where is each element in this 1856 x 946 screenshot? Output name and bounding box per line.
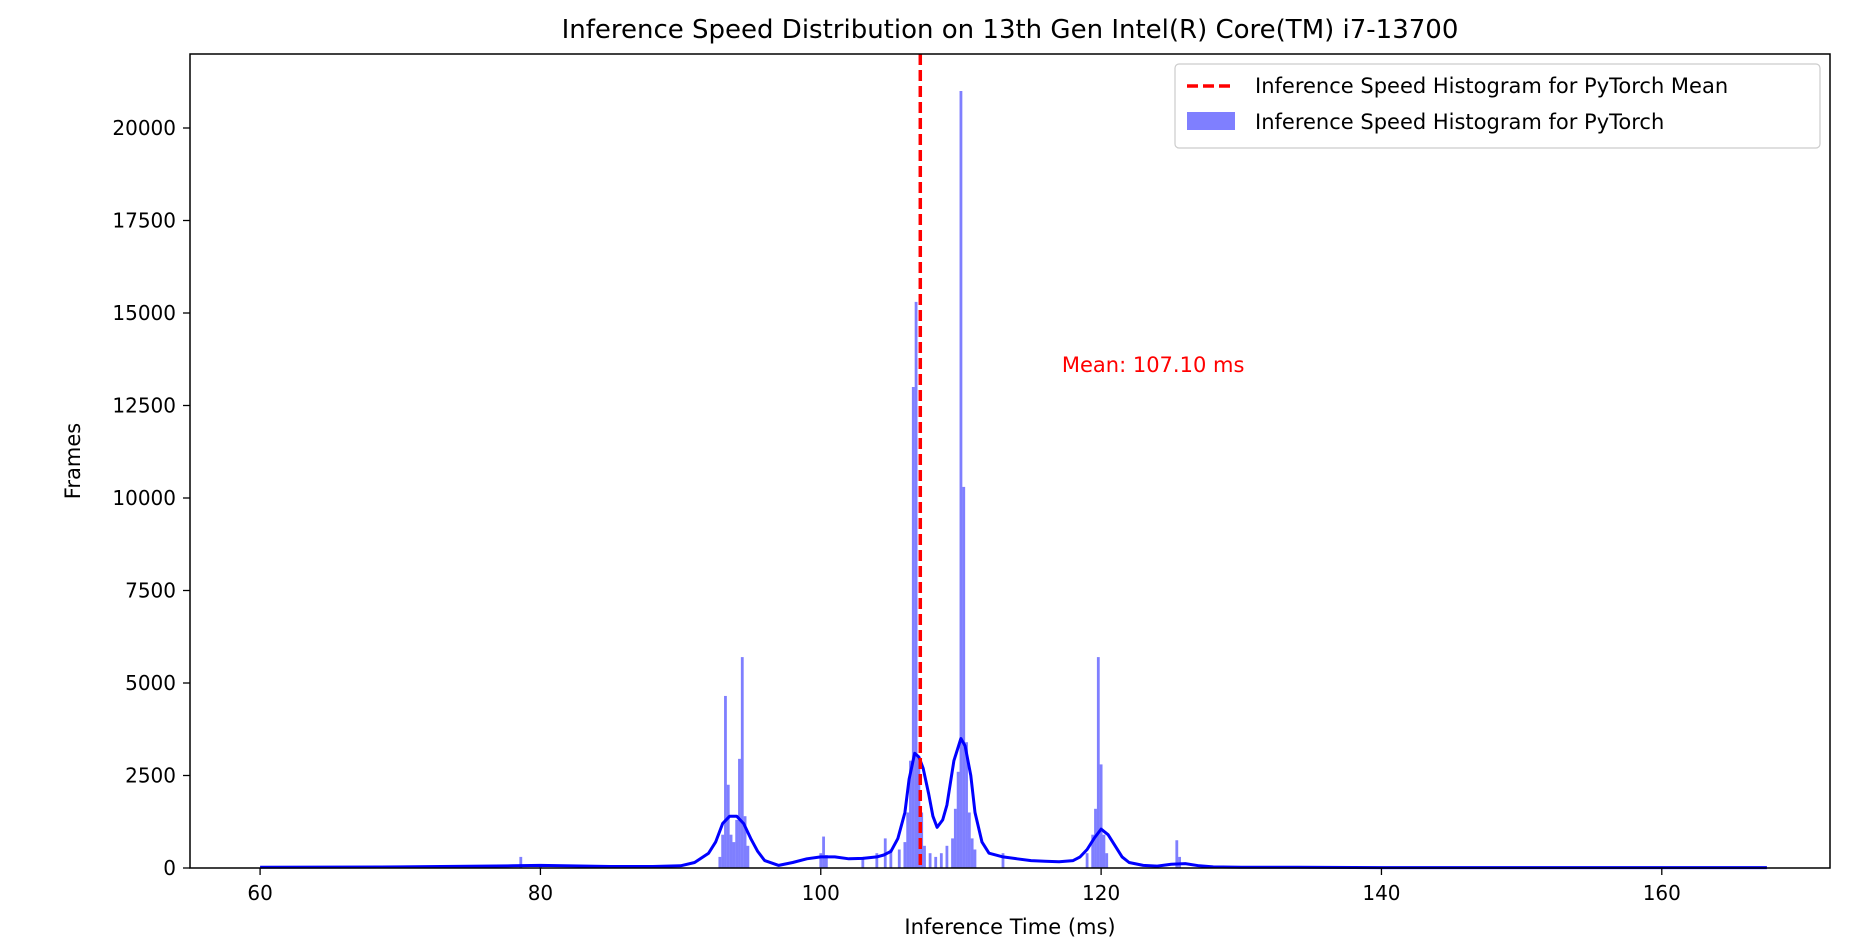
histogram-bar bbox=[909, 760, 912, 868]
histogram-bar bbox=[939, 853, 943, 868]
histogram-bar bbox=[962, 486, 966, 868]
x-tick-label: 60 bbox=[247, 881, 272, 905]
x-tick-label: 140 bbox=[1362, 881, 1400, 905]
histogram-bar bbox=[729, 834, 733, 868]
y-tick-label: 7500 bbox=[125, 579, 176, 603]
y-tick-label: 17500 bbox=[112, 209, 176, 233]
histogram-bar bbox=[1096, 657, 1100, 868]
histogram-bar bbox=[959, 91, 963, 868]
histogram-bar bbox=[1085, 853, 1089, 868]
y-tick-label: 20000 bbox=[112, 116, 176, 140]
histogram-bar bbox=[1099, 764, 1103, 868]
histogram-bar bbox=[914, 301, 918, 868]
x-axis-ticks: 60 80 100 120 140 160 bbox=[247, 868, 1681, 905]
histogram-bar bbox=[911, 387, 915, 868]
histogram-bar bbox=[903, 842, 907, 868]
histogram-bar bbox=[822, 836, 825, 868]
histogram-bar bbox=[934, 856, 938, 868]
y-axis-ticks: 0 2500 5000 7500 10000 12500 15000 17500 20000 bbox=[112, 116, 190, 880]
histogram-bar bbox=[735, 819, 739, 868]
histogram-bar bbox=[1175, 840, 1179, 868]
y-tick-label: 5000 bbox=[125, 671, 176, 695]
x-tick-label: 120 bbox=[1082, 881, 1120, 905]
x-tick-label: 80 bbox=[528, 881, 553, 905]
histogram bbox=[519, 91, 1182, 868]
x-axis-label: Inference Time (ms) bbox=[904, 915, 1115, 939]
y-axis-label: Frames bbox=[61, 423, 85, 499]
histogram-bar bbox=[875, 853, 879, 868]
legend: Inference Speed Histogram for PyTorch Me… bbox=[1174, 63, 1821, 149]
x-tick-label: 100 bbox=[802, 881, 840, 905]
y-tick-label: 12500 bbox=[112, 394, 176, 418]
plot-frame bbox=[189, 53, 1831, 869]
histogram-bar bbox=[1001, 853, 1005, 868]
histogram-bar bbox=[923, 845, 926, 868]
histogram-bar bbox=[738, 758, 741, 868]
histogram-bar bbox=[724, 695, 727, 868]
legend-box bbox=[1174, 63, 1821, 149]
histogram-bar bbox=[519, 856, 523, 868]
legend-mean-label: Inference Speed Histogram for PyTorch Me… bbox=[1255, 74, 1728, 98]
histogram-bar bbox=[740, 657, 744, 868]
histogram-bar bbox=[945, 845, 949, 868]
legend-hist-swatch bbox=[1187, 112, 1235, 130]
x-tick-label: 160 bbox=[1643, 881, 1681, 905]
histogram-bar bbox=[819, 853, 823, 868]
histogram-bar bbox=[743, 816, 747, 868]
histogram-bar bbox=[732, 842, 736, 868]
histogram-bar bbox=[1105, 853, 1109, 868]
histogram-bar bbox=[726, 784, 730, 868]
histogram-bar bbox=[967, 812, 971, 868]
histogram-bar bbox=[718, 856, 722, 868]
y-tick-label: 0 bbox=[163, 856, 176, 880]
histogram-bar bbox=[746, 845, 750, 868]
chart-title: Inference Speed Distribution on 13th Gen… bbox=[562, 15, 1459, 45]
histogram-bar bbox=[1102, 834, 1106, 868]
histogram-bar bbox=[965, 742, 968, 868]
histogram-bar bbox=[970, 838, 974, 868]
histogram-bar bbox=[953, 808, 957, 868]
histogram-bar bbox=[861, 856, 865, 868]
histogram-bar bbox=[721, 834, 725, 868]
legend-hist-label: Inference Speed Histogram for PyTorch bbox=[1255, 110, 1664, 134]
histogram-bar bbox=[928, 853, 932, 868]
histogram-bar bbox=[973, 849, 977, 868]
histogram-bar bbox=[897, 849, 901, 868]
histogram-bar bbox=[956, 771, 960, 868]
histogram-bar bbox=[889, 849, 893, 868]
histogram-bar bbox=[951, 838, 954, 868]
histogram-bar bbox=[906, 812, 910, 868]
kde-line bbox=[260, 737, 1767, 870]
y-tick-label: 10000 bbox=[112, 486, 176, 510]
y-tick-label: 2500 bbox=[125, 764, 176, 788]
kde-curve bbox=[260, 737, 1767, 870]
histogram-bar bbox=[1091, 834, 1095, 868]
y-tick-label: 15000 bbox=[112, 301, 176, 325]
mean-annotation: Mean: 107.10 ms bbox=[1062, 353, 1245, 377]
histogram-bar bbox=[824, 855, 828, 868]
